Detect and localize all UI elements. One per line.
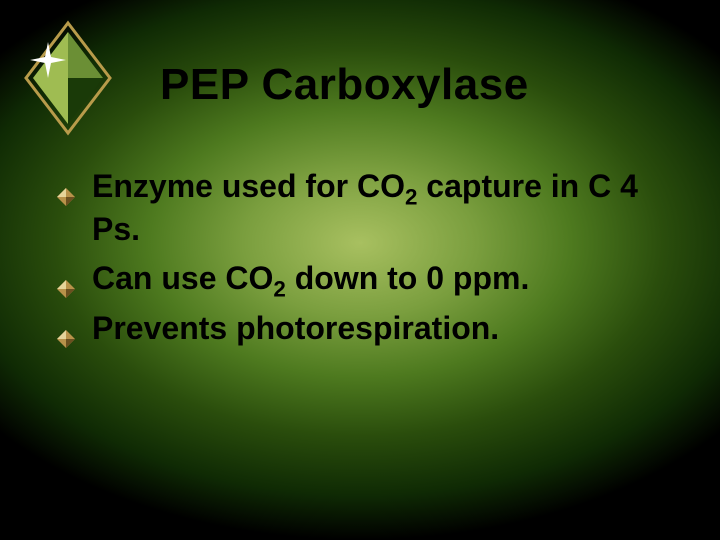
bullet-text: Prevents photorespiration. (92, 310, 499, 346)
bullet-text: Can use CO2 down to 0 ppm. (92, 260, 529, 296)
slide-body: Enzyme used for CO2 capture in C 4 Ps. C… (50, 165, 670, 356)
bullet-item: Can use CO2 down to 0 ppm. (50, 257, 670, 300)
bullet-item: Enzyme used for CO2 capture in C 4 Ps. (50, 165, 670, 251)
bullet-text: Enzyme used for CO2 capture in C 4 Ps. (92, 168, 638, 247)
bullet-item: Prevents photorespiration. (50, 307, 670, 350)
bullet-diamond-icon (56, 175, 76, 195)
slide-logo (18, 18, 118, 138)
bullet-diamond-icon (56, 267, 76, 287)
diamond-logo-icon (18, 18, 118, 138)
slide-title: PEP Carboxylase (160, 60, 529, 110)
bullet-diamond-icon (56, 317, 76, 337)
slide-container: PEP Carboxylase Enzyme used for CO2 capt… (0, 0, 720, 540)
